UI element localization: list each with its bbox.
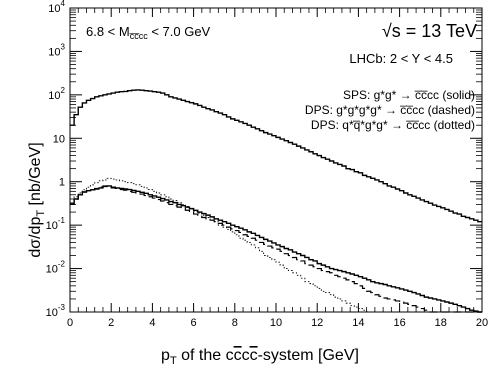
series-solid-0 bbox=[70, 89, 482, 223]
acceptance-annotation: LHCb: 2 < Y < 4.5 bbox=[349, 51, 453, 66]
y-tick-base: 10 bbox=[53, 133, 65, 145]
energy-value: s = 13 TeV bbox=[392, 21, 477, 41]
y-tick-base: 10 bbox=[46, 220, 58, 232]
y-tick-base: 10 bbox=[48, 46, 60, 58]
x-axis-label-cbar1: c bbox=[234, 347, 242, 364]
x-tick-label: 16 bbox=[393, 317, 405, 329]
y-tick-base: 10 bbox=[46, 307, 58, 319]
x-tick-label: 8 bbox=[232, 317, 238, 329]
y-tick-label: 10-2 bbox=[46, 260, 66, 276]
y-tick-label: 10-1 bbox=[46, 216, 66, 232]
x-tick-label: 20 bbox=[476, 317, 488, 329]
y-axis-label-sub: T bbox=[35, 210, 47, 217]
y-axis-label: dσ/dpT [nb/GeV] bbox=[27, 142, 47, 257]
x-axis-label-p: p bbox=[161, 347, 170, 364]
mass-range-left: 6.8 < M bbox=[86, 24, 130, 39]
x-tick-label: 14 bbox=[352, 317, 364, 329]
y-tick-label: 103 bbox=[48, 42, 65, 58]
x-axis-label: pT of the cccc-system [GeV] bbox=[161, 347, 359, 367]
x-tick-label: 6 bbox=[191, 317, 197, 329]
y-tick-base: 1 bbox=[59, 177, 65, 189]
mass-range-sub: c̅c̅cc bbox=[129, 31, 148, 41]
y-tick-base: 10 bbox=[48, 3, 60, 15]
x-tick-label: 2 bbox=[108, 317, 114, 329]
x-tick-label: 0 bbox=[67, 317, 73, 329]
legend-entry-sps: SPS: g*g* → c̅c̅cc (solid) bbox=[343, 88, 475, 102]
x-tick-label: 10 bbox=[270, 317, 282, 329]
x-axis-label-cbar2: c bbox=[250, 347, 258, 364]
y-axis-label-unit: [nb/GeV] bbox=[27, 142, 44, 210]
x-tick-label: 12 bbox=[311, 317, 323, 329]
tick-layer: 0 2 4 6 8 10 12 14 16 18 2010-310-210-111010210310… bbox=[46, 0, 489, 329]
mass-range-right: < 7.0 GeV bbox=[148, 24, 211, 39]
x-axis-label-c: c bbox=[242, 347, 250, 364]
mass-range-annotation: 6.8 < Mc̅c̅cc < 7.0 GeV bbox=[86, 24, 211, 41]
x-axis-label-rest-a: of the c bbox=[177, 347, 234, 364]
y-tick-exp: -1 bbox=[58, 216, 66, 225]
y-tick-label: 104 bbox=[48, 0, 65, 15]
legend: SPS: g*g* → c̅c̅cc (solid) DPS: g*g*g*g*… bbox=[305, 88, 475, 132]
x-tick-label: 18 bbox=[435, 317, 447, 329]
y-tick-base: 10 bbox=[48, 90, 60, 102]
series-solid-dps-mirror-1 bbox=[70, 185, 482, 313]
energy-sqrt: √ bbox=[382, 21, 392, 41]
legend-entry-dps-quark: DPS: q*q̅*g*g* → c̅c̅cc (dotted) bbox=[311, 118, 475, 132]
y-tick-label: 10-3 bbox=[46, 303, 66, 319]
energy-annotation: √s = 13 TeV bbox=[382, 21, 477, 41]
y-tick-exp: 2 bbox=[61, 86, 66, 95]
x-axis-label-rest-b: -system [GeV] bbox=[258, 347, 359, 364]
y-tick-label: 10 bbox=[53, 133, 65, 145]
series-dashed-2 bbox=[70, 185, 482, 313]
y-tick-exp: -2 bbox=[58, 260, 66, 269]
legend-entry-dps-gluon: DPS: g*g*g*g* → c̅c̅cc (dashed) bbox=[305, 103, 475, 117]
y-tick-label: 1 bbox=[59, 177, 65, 189]
y-tick-base: 10 bbox=[46, 264, 58, 276]
y-tick-exp: 4 bbox=[61, 0, 66, 8]
y-tick-exp: 3 bbox=[61, 42, 66, 51]
y-axis-label-main: dσ/dp bbox=[27, 217, 44, 258]
y-tick-label: 102 bbox=[48, 86, 65, 102]
y-tick-exp: -3 bbox=[58, 303, 66, 312]
x-axis-label-sub: T bbox=[170, 355, 177, 367]
x-tick-label: 4 bbox=[149, 317, 155, 329]
